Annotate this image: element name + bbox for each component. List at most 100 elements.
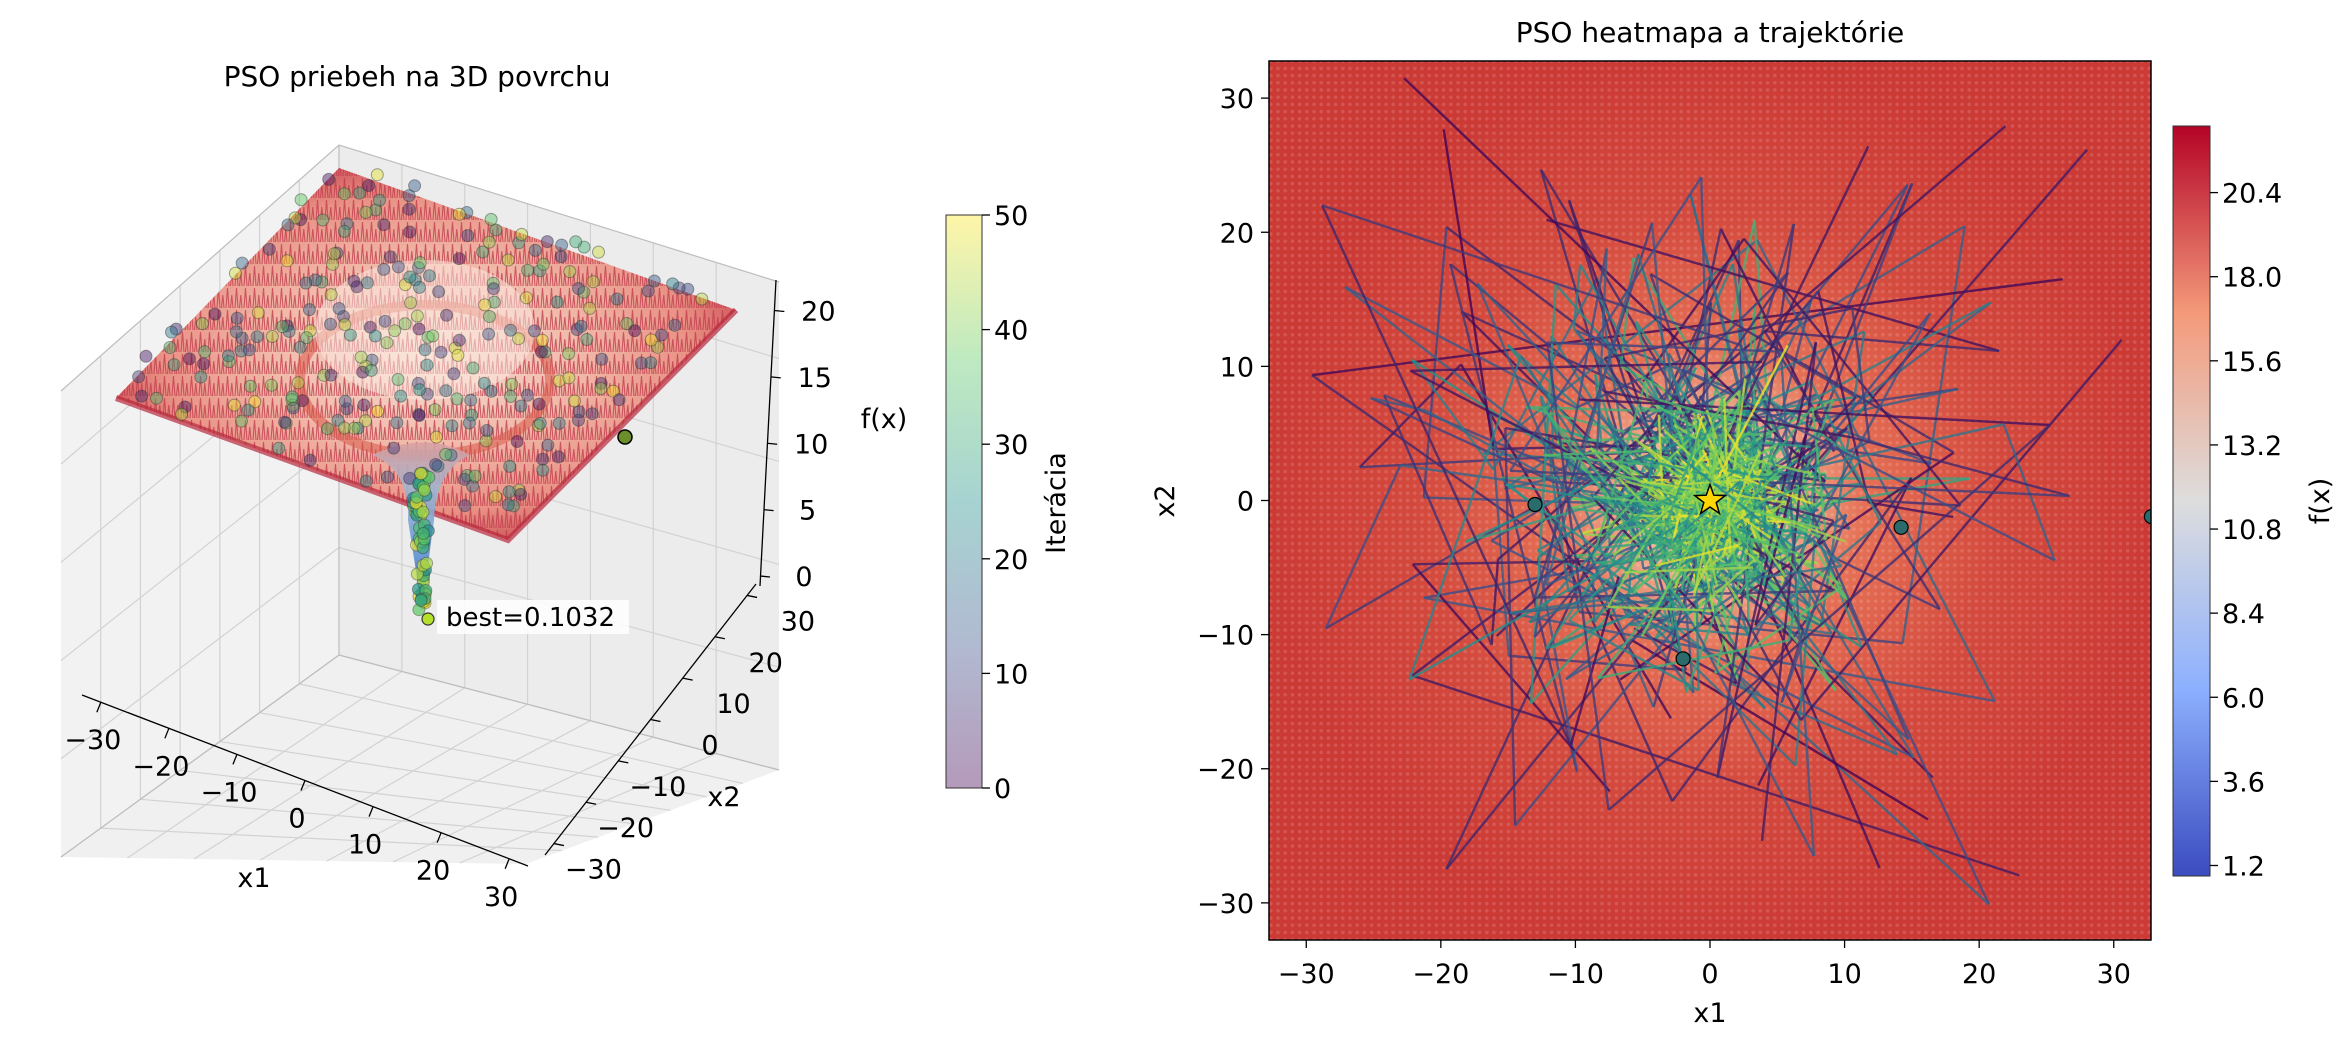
particle-point: [413, 280, 426, 294]
particle-point: [280, 254, 294, 268]
trajectory-segment: [1600, 537, 1700, 549]
particle-point: [422, 269, 436, 283]
fx-tick-label: 10: [794, 429, 828, 460]
particle-point: [371, 404, 385, 418]
particle-point: [404, 296, 418, 310]
particle-point: [666, 277, 680, 291]
trajectory-segment: [1739, 465, 1781, 529]
colorbar-iteration-label: Iterácia: [1041, 452, 1072, 554]
particle-point: [167, 358, 181, 372]
particle-point: [476, 245, 490, 259]
x1-tick-label: −10: [200, 777, 257, 808]
best-annotation-box: [437, 600, 629, 634]
particle-point: [332, 302, 346, 315]
particle-point: [514, 399, 528, 413]
trajectory-segment: [1608, 605, 1714, 612]
particle-point: [577, 285, 591, 299]
particle-point: [536, 463, 550, 477]
particle-point: [540, 235, 554, 249]
trajectory-segment: [1509, 176, 1703, 472]
particle-point: [285, 390, 299, 404]
colorbar-fx-tick-label: 6.0: [2222, 683, 2265, 714]
trajectory-segment: [1533, 248, 1608, 638]
x1-tick-label: −30: [64, 725, 121, 756]
particle-point: [519, 291, 533, 305]
particle-point: [299, 276, 313, 290]
particle-point: [681, 282, 695, 296]
particle-point: [357, 398, 371, 412]
particle-point: [324, 368, 338, 382]
particle-point: [321, 422, 335, 436]
particle-point: [350, 280, 364, 294]
colorbar-fx-tick-label: 13.2: [2222, 431, 2282, 462]
colorbar-iteration: 0 10 20 30 40 50 Iterácia: [945, 201, 1072, 805]
trajectory-segment: [1539, 169, 1688, 671]
trajectory-segment: [1743, 549, 1818, 565]
particle-point: [265, 330, 279, 343]
particle-point: [295, 394, 309, 408]
tick-mark: [650, 718, 661, 723]
particle-point: [280, 319, 294, 333]
particle-point: [363, 320, 377, 334]
particle-point: [554, 250, 568, 264]
particle-point: [294, 193, 308, 207]
particle-point: [512, 236, 526, 250]
particle-point: [403, 225, 417, 239]
particle-point: [403, 270, 417, 284]
particle-point: [586, 275, 600, 289]
particle-point: [416, 505, 430, 519]
particle-point: [337, 187, 351, 201]
particle-point: [343, 328, 357, 342]
particle-point: [276, 320, 289, 334]
final-particle: [1893, 519, 1909, 535]
trajectory-segment: [1635, 522, 1678, 553]
tick-mark: [368, 806, 374, 817]
trajectory-segment: [1799, 339, 2123, 721]
particle-point: [592, 245, 605, 259]
particle-point: [221, 349, 235, 363]
particle-point: [534, 345, 548, 359]
particle-point: [351, 421, 365, 435]
particle-point: [412, 322, 426, 336]
trajectory-segment: [1640, 515, 1674, 550]
particle-point: [135, 389, 149, 403]
particle-point: [531, 419, 545, 433]
particle-point: [594, 382, 608, 395]
grid-line: [60, 439, 340, 662]
trajectory-segment: [1590, 381, 1647, 564]
particle-point: [487, 282, 500, 296]
particle-point: [536, 452, 550, 466]
trajectory-segment: [1644, 381, 1650, 402]
x2-tick-label: −10: [1197, 621, 1254, 652]
trajectory-segment: [1692, 450, 1762, 593]
x1-tick-label: 10: [348, 830, 382, 861]
particle-point: [228, 266, 242, 280]
particle-point: [533, 416, 547, 430]
particle-point: [489, 223, 503, 237]
trajectory-segment: [1542, 407, 1691, 615]
tick-mark: [164, 728, 170, 739]
particle-point: [362, 179, 376, 192]
particle-point: [234, 414, 248, 428]
particle-point: [235, 256, 249, 270]
particle-point: [359, 205, 373, 219]
x2-tick-label: −20: [1197, 755, 1254, 786]
trajectory-segment: [1716, 341, 1818, 778]
particle-point: [585, 407, 599, 421]
particle-point: [574, 319, 588, 333]
particle-point: [695, 292, 709, 306]
heatmap-ticks: −30 −20 −10 0 10 20 30 −30 −20 −10 0 10 20 30: [1197, 84, 2131, 990]
particle-point: [412, 408, 426, 421]
particle-point: [521, 263, 535, 277]
particle-point: [536, 257, 550, 271]
particle-point: [450, 392, 464, 406]
grid-line: [392, 736, 654, 863]
x2-tick-label: 10: [716, 689, 750, 720]
trajectory-segment: [1746, 521, 1882, 636]
particle-point: [418, 343, 432, 357]
particle-point: [439, 384, 453, 398]
particle-point: [378, 314, 392, 328]
colorbar-iteration-bar: [946, 215, 982, 788]
particle-point: [572, 413, 585, 427]
best-annotation: best=0.1032: [446, 603, 615, 633]
